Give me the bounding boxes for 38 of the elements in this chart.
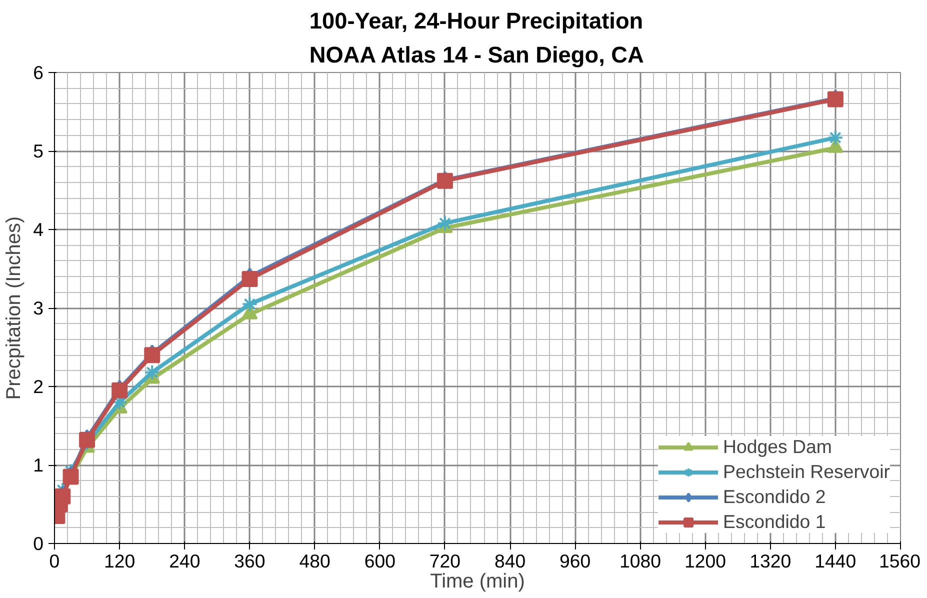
legend-label: Hodges Dam xyxy=(723,436,832,458)
x-tick-label: 840 xyxy=(494,550,526,572)
x-tick-label: 1200 xyxy=(684,550,726,572)
chart-title: 100-Year, 24-Hour Precipitation NOAA Atlas 14 - San Diego, CA xyxy=(309,8,644,68)
legend-label: Escondido 2 xyxy=(723,486,826,508)
y-tick-label: 2 xyxy=(33,376,44,397)
point xyxy=(144,364,160,380)
point xyxy=(62,468,79,485)
x-tick-label: 1560 xyxy=(878,550,921,572)
point xyxy=(112,382,128,398)
point xyxy=(79,432,96,448)
y-tick-label: 4 xyxy=(33,219,44,240)
legend-label: Pechstein Reservoir xyxy=(723,461,890,483)
x-tick-label: 960 xyxy=(560,550,591,572)
legend-label: Escondido 1 xyxy=(723,511,826,533)
y-axis-title: Precpitation (Inches) xyxy=(3,216,26,400)
x-tick-label: 720 xyxy=(429,550,461,572)
point xyxy=(54,488,71,504)
y-tick-label: 1 xyxy=(33,454,44,476)
y-tick-label: 3 xyxy=(33,298,44,318)
point xyxy=(242,270,258,287)
x-tick-label: 120 xyxy=(104,550,136,572)
point xyxy=(436,215,453,232)
x-tick-label: 360 xyxy=(234,550,266,572)
x-tick-label: 0 xyxy=(49,550,60,572)
point xyxy=(827,130,844,146)
x-tick-label: 600 xyxy=(364,550,396,572)
x-axis-title: Time (min) xyxy=(430,570,525,592)
point xyxy=(144,347,160,364)
x-tick-label: 1080 xyxy=(619,550,661,572)
x-tick-label: 1440 xyxy=(814,550,856,572)
point xyxy=(242,296,258,312)
x-tick-label: 480 xyxy=(299,550,330,572)
y-tick-label: 6 xyxy=(33,62,44,83)
x-tick-label: 1320 xyxy=(750,550,792,572)
y-tick-label: 5 xyxy=(33,140,44,162)
x-tick-label: 240 xyxy=(169,550,200,572)
y-tick-label: 0 xyxy=(33,533,44,554)
